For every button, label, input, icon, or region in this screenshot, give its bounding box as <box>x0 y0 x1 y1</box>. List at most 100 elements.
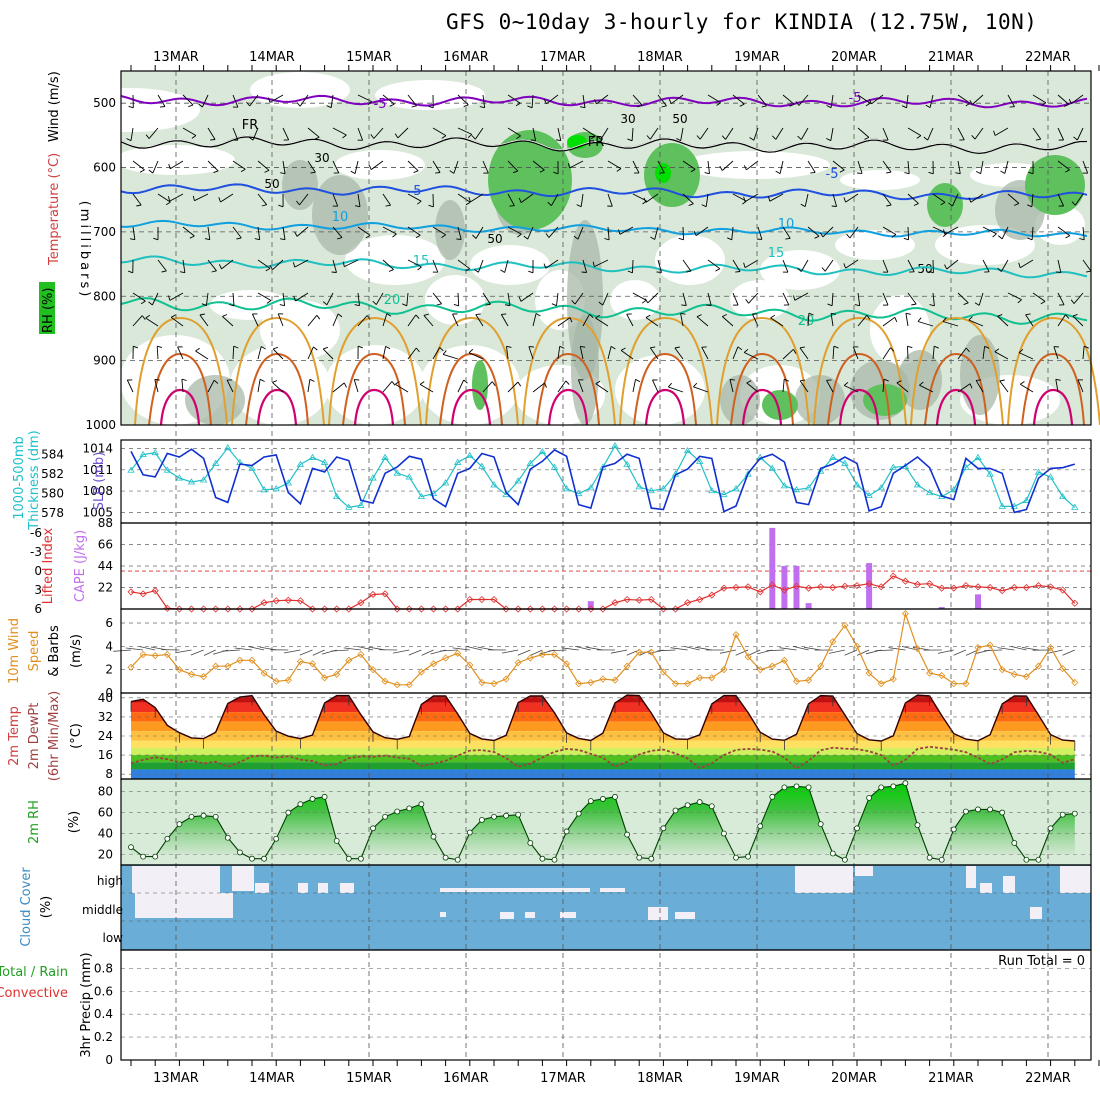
wind-barb-feather <box>1000 170 1006 174</box>
wind10m-barb <box>408 649 422 656</box>
wind-barb-feather <box>213 170 219 174</box>
wind-barb <box>917 321 934 327</box>
temp-tick-label: 40 <box>98 691 113 705</box>
li-point <box>829 583 837 592</box>
wind-barb <box>557 127 562 141</box>
thickness-point <box>683 446 692 454</box>
li-point <box>599 605 607 613</box>
precip-rain-label: Total / Rain <box>0 965 68 980</box>
wind-barb <box>657 94 667 107</box>
isotherm-dome-line <box>1021 352 1085 426</box>
li-point <box>792 582 801 590</box>
wind-barb <box>1020 383 1034 393</box>
wind-barb-feather <box>821 267 826 272</box>
wind-barb <box>423 315 434 327</box>
wind-barb <box>799 380 809 393</box>
rh-point <box>176 821 183 827</box>
wind-barb <box>282 127 290 141</box>
wind-barb-feather <box>743 348 749 353</box>
wind-barb <box>207 379 215 393</box>
thickness-point <box>272 485 280 492</box>
li-point <box>212 605 220 613</box>
cloud-unit-label: (%) <box>39 896 54 919</box>
thickness-point <box>647 486 656 494</box>
top-date-label: 15MAR <box>346 50 392 65</box>
rh-point <box>624 831 630 838</box>
wind-barb-feather <box>479 106 485 109</box>
wind-barb <box>744 352 759 360</box>
wind-barb <box>296 226 309 237</box>
wind-barb <box>194 193 209 202</box>
wind-barb <box>798 94 809 106</box>
rh-point <box>636 854 643 861</box>
wind-barb <box>1053 346 1059 360</box>
wind-barb-feather <box>191 135 197 139</box>
thickness-point <box>490 481 498 488</box>
li-point <box>260 599 268 607</box>
rh-point <box>733 854 739 861</box>
wind-barb <box>307 315 318 327</box>
wind-barb-feather <box>547 201 552 207</box>
isotherm-label: 10 <box>332 210 349 225</box>
wind-barb <box>632 259 634 273</box>
wind-speed-point <box>647 648 655 656</box>
thickness-point <box>780 482 789 489</box>
wind-barb <box>932 346 935 360</box>
rh-point <box>152 853 159 860</box>
li-point <box>998 587 1006 595</box>
wind-barb-feather <box>911 303 917 306</box>
li-point <box>962 582 970 590</box>
wind-barb <box>968 319 984 327</box>
wind-barb-feather <box>886 171 892 174</box>
wind-barb <box>682 160 696 170</box>
thickness-point <box>611 442 619 449</box>
wind-barb-feather <box>789 103 795 107</box>
wind-barb-feather <box>372 300 377 305</box>
temp-minmax-label: (6hr Min/Max) <box>47 691 62 781</box>
wind-barb-feather <box>968 316 973 321</box>
wind-barb-feather <box>715 268 721 272</box>
wind-barb <box>626 313 634 327</box>
wind-speed-point <box>321 674 329 682</box>
wind-barb <box>824 259 834 272</box>
wind-barb <box>582 259 588 273</box>
wind-barb-feather <box>1014 202 1020 206</box>
wind-speed-point <box>720 666 728 674</box>
wind-barb <box>1074 193 1084 206</box>
wind-barb-feather <box>797 267 802 272</box>
wind-barb-feather <box>159 106 166 108</box>
wind-barb <box>632 94 643 106</box>
wind-barb <box>504 259 509 273</box>
rh-point <box>914 822 921 829</box>
wind-barb-feather <box>411 105 417 108</box>
wind-barb <box>907 160 910 174</box>
wind-barb-feather <box>402 303 407 307</box>
wind-barb <box>822 226 834 238</box>
wind-barb <box>753 127 759 141</box>
temp-band <box>131 702 1075 713</box>
rh-tick-label: 40 <box>98 827 113 841</box>
cloud-clear-cell <box>600 888 625 892</box>
wind-barb <box>177 346 184 360</box>
wind-barb-feather <box>635 379 641 383</box>
rh-point <box>249 855 255 862</box>
isotherm-label: -5 <box>826 167 839 182</box>
wind-barb <box>705 193 709 207</box>
wind-barb-feather <box>722 314 727 317</box>
isotherm-dome-line <box>256 388 298 426</box>
wind-barb-feather <box>644 298 649 304</box>
wind-barb <box>507 292 511 306</box>
wind-barb-feather <box>357 345 364 349</box>
precip-tick-label: 0.8 <box>94 961 113 975</box>
wind-barb-feather <box>528 270 534 274</box>
wind-barb-feather <box>846 233 851 239</box>
isotherm-dome-line <box>547 388 589 426</box>
wind-barb-feather <box>800 203 806 207</box>
wind-barb <box>707 94 721 104</box>
wind-speed-point <box>623 662 631 670</box>
rh-point <box>999 809 1006 816</box>
wind-barb <box>452 313 459 327</box>
wind-barb-feather <box>593 99 597 105</box>
rh-point <box>890 783 897 790</box>
wind-barb-feather <box>650 346 656 349</box>
